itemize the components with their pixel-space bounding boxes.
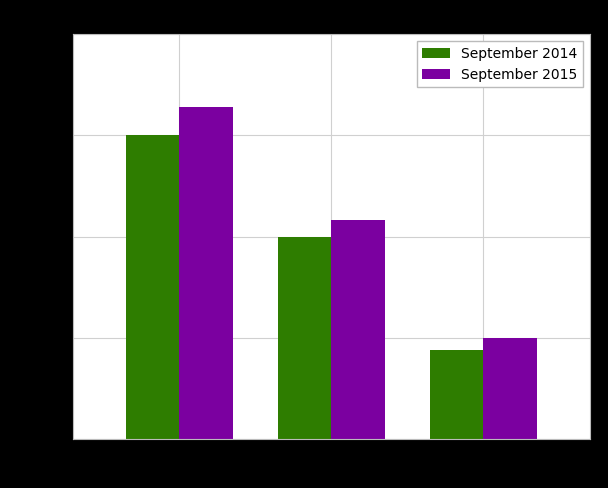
Bar bbox=[179, 107, 232, 439]
Bar bbox=[430, 350, 483, 439]
Bar bbox=[483, 338, 536, 439]
Bar bbox=[278, 237, 331, 439]
Legend: September 2014, September 2015: September 2014, September 2015 bbox=[416, 41, 583, 87]
Bar bbox=[331, 221, 384, 439]
Bar bbox=[126, 135, 179, 439]
